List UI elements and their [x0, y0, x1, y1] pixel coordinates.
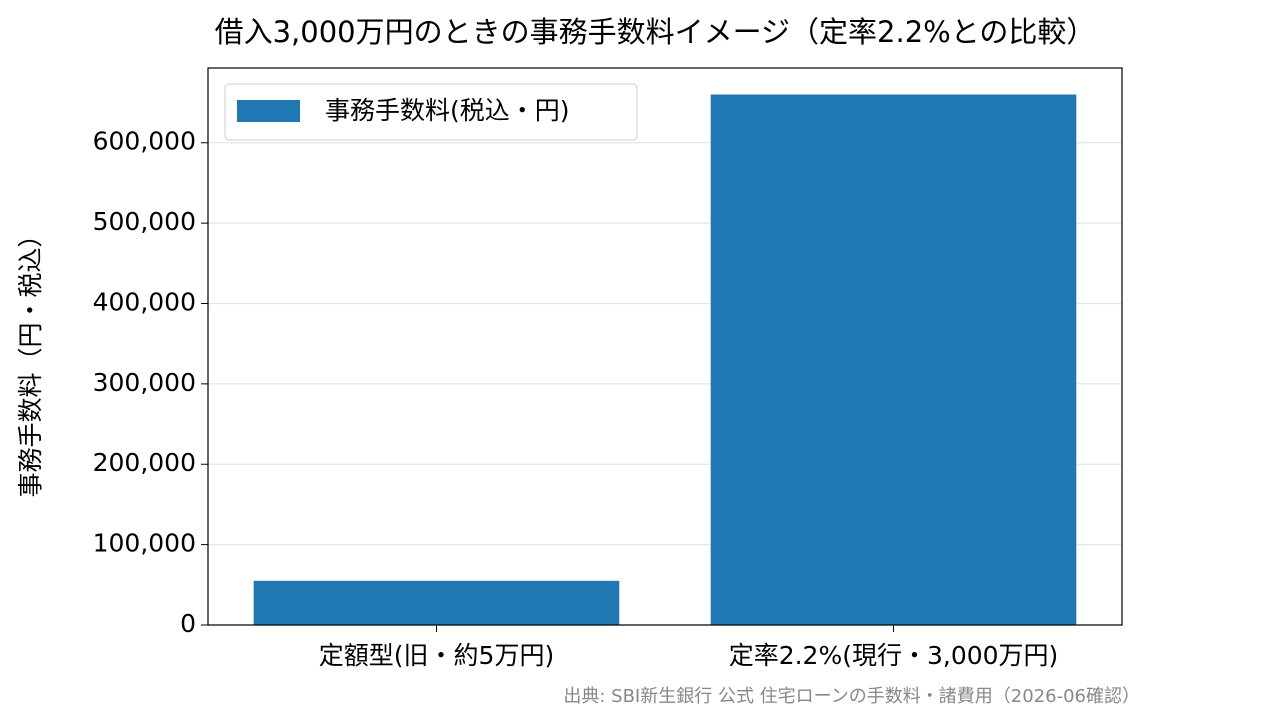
source-note: 出典: SBI新生銀行 公式 住宅ローンの手数料・諸費用（2026-06確認）: [563, 686, 1140, 707]
y-tick-label: 0: [180, 609, 196, 638]
legend-label: 事務手数料(税込・円): [325, 96, 570, 125]
y-tick-label: 200,000: [93, 448, 196, 477]
y-tick-label: 100,000: [93, 529, 196, 558]
y-tick-label: 600,000: [93, 127, 196, 156]
y-tick-label: 500,000: [93, 207, 196, 236]
y-tick-label: 300,000: [93, 368, 196, 397]
legend-swatch: [237, 100, 300, 122]
legend-box: [224, 83, 638, 141]
y-axis-label: 事務手数料（円・税込）: [16, 222, 45, 497]
y-tick-label: 400,000: [93, 287, 196, 316]
x-tick-label: 定額型(旧・約5万円): [319, 641, 554, 670]
bar: [710, 94, 1077, 626]
plot-frame: [207, 67, 1123, 626]
x-tick-label: 定率2.2%(現行・3,000万円): [729, 641, 1059, 670]
bar: [253, 580, 620, 625]
chart-title: 借入3,000万円のときの事務手数料イメージ（定率2.2%との比較）: [215, 15, 1096, 49]
